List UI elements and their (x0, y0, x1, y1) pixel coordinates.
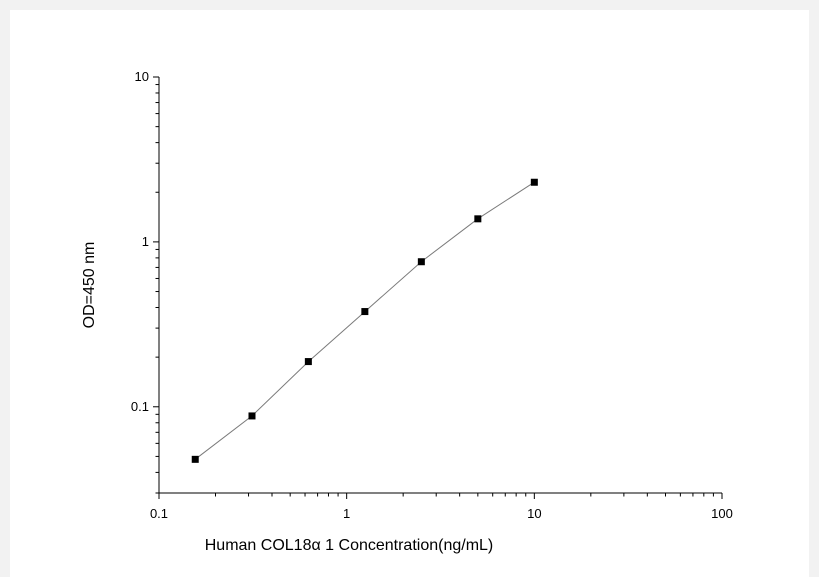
curve-layer (194, 181, 535, 460)
x-tick-label: 100 (711, 506, 733, 521)
data-point (191, 455, 199, 463)
y-tick-label: 1 (142, 234, 149, 249)
data-point (304, 358, 312, 366)
axes: 0.1 1 10 100 0.1 1 10 (131, 69, 733, 521)
x-tick-label: 1 (343, 506, 350, 521)
y-axis-title: OD=450 nm (81, 242, 98, 329)
data-point (530, 178, 538, 186)
y-tick-label: 0.1 (131, 399, 149, 414)
y-tick-label: 10 (135, 69, 149, 84)
data-point (474, 215, 482, 223)
chart: 0.1 1 10 100 0.1 1 10 Human COL18α 1 Concentra… (81, 69, 733, 554)
x-tick-label: 10 (527, 506, 541, 521)
points-layer (191, 178, 538, 463)
data-point (361, 308, 369, 316)
chart-frame: 0.1 1 10 100 0.1 1 10 Human COL18α 1 Concentra… (10, 10, 809, 577)
x-axis-title: Human COL18α 1 Concentration(ng/mL) (205, 537, 494, 554)
x-tick-label: 0.1 (150, 506, 168, 521)
fit-curve (194, 181, 535, 460)
data-point (417, 258, 425, 266)
data-point (248, 412, 256, 420)
